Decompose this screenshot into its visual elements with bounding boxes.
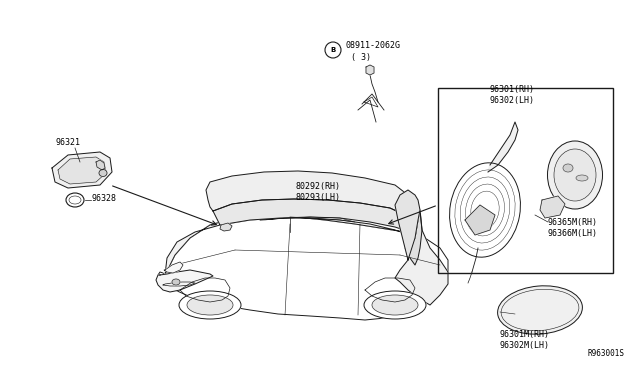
Text: 96301M(RH): 96301M(RH) xyxy=(500,330,550,339)
Text: 96302(LH): 96302(LH) xyxy=(490,96,535,105)
Polygon shape xyxy=(220,223,232,231)
Polygon shape xyxy=(395,210,448,305)
Ellipse shape xyxy=(554,149,596,201)
Polygon shape xyxy=(366,65,374,75)
Text: 08911-2062G: 08911-2062G xyxy=(345,41,400,49)
Ellipse shape xyxy=(364,291,426,319)
Ellipse shape xyxy=(449,163,520,257)
Polygon shape xyxy=(52,152,112,188)
Polygon shape xyxy=(206,171,418,238)
Polygon shape xyxy=(405,210,422,265)
Text: B: B xyxy=(330,47,335,53)
Ellipse shape xyxy=(172,279,180,285)
Ellipse shape xyxy=(372,295,418,315)
Text: 80292(RH): 80292(RH) xyxy=(295,182,340,191)
Text: 80293(LH): 80293(LH) xyxy=(295,193,340,202)
Polygon shape xyxy=(96,160,105,170)
Polygon shape xyxy=(213,199,410,232)
Polygon shape xyxy=(158,215,448,320)
Text: 96301(RH): 96301(RH) xyxy=(490,85,535,94)
Ellipse shape xyxy=(179,291,241,319)
Text: 96321: 96321 xyxy=(55,138,80,147)
Text: 96328: 96328 xyxy=(92,193,117,202)
Ellipse shape xyxy=(576,175,588,181)
Ellipse shape xyxy=(547,141,602,209)
Bar xyxy=(438,88,613,273)
Polygon shape xyxy=(164,262,183,273)
Polygon shape xyxy=(395,190,420,260)
Polygon shape xyxy=(156,270,213,292)
Polygon shape xyxy=(165,215,410,275)
Ellipse shape xyxy=(99,170,107,176)
Text: R963001S: R963001S xyxy=(588,349,625,358)
Polygon shape xyxy=(488,122,518,172)
Polygon shape xyxy=(58,157,106,184)
Ellipse shape xyxy=(498,286,582,334)
Ellipse shape xyxy=(187,295,233,315)
Text: 96366M(LH): 96366M(LH) xyxy=(548,229,598,238)
Text: 96302M(LH): 96302M(LH) xyxy=(500,341,550,350)
Text: 96365M(RH): 96365M(RH) xyxy=(548,218,598,227)
Text: ( 3): ( 3) xyxy=(351,52,371,61)
Polygon shape xyxy=(465,205,495,235)
Ellipse shape xyxy=(563,164,573,172)
Polygon shape xyxy=(540,196,565,218)
